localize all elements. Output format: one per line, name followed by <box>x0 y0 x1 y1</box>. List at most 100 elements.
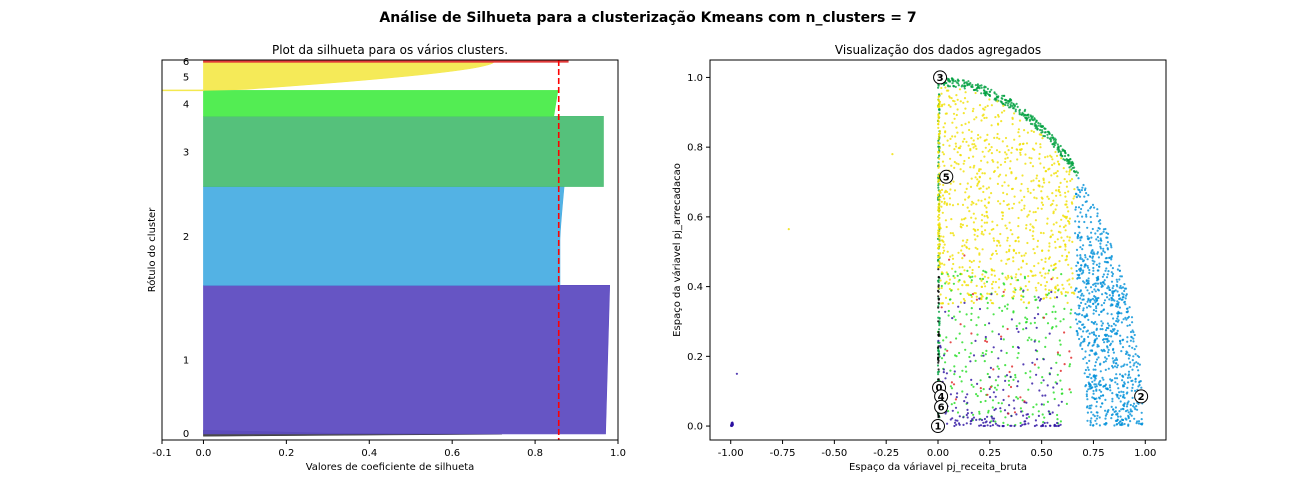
scatter-point-cluster-2 <box>1092 331 1095 334</box>
scatter-point-cluster-1 <box>730 422 733 425</box>
scatter-point-cluster-5 <box>942 251 945 255</box>
scatter-point-cluster-3 <box>1067 162 1070 165</box>
scatter-point-cluster-2 <box>1120 365 1123 368</box>
scatter-point-cluster-5 <box>972 107 975 110</box>
scatter-point-cluster-4 <box>1045 313 1048 316</box>
scatter-point-cluster-2 <box>1093 260 1096 263</box>
scatter-point-cluster-5 <box>1011 233 1014 236</box>
scatter-point-cluster-2 <box>1119 400 1122 403</box>
scatter-point-cluster-5 <box>984 198 987 201</box>
scatter-point-cluster-3 <box>1006 99 1009 102</box>
scatter-point-cluster-2 <box>1122 385 1125 388</box>
scatter-point-cluster-4 <box>1015 396 1018 399</box>
scatter-point-cluster-4 <box>1006 303 1009 306</box>
scatter-point-cluster-2 <box>1103 333 1106 337</box>
scatter-point-cluster-2 <box>1103 283 1106 286</box>
scatter-point-cluster-5 <box>1011 207 1014 210</box>
scatter-point-cluster-5 <box>937 218 940 221</box>
scatter-point-cluster-2 <box>1096 236 1099 239</box>
scatter-point-cluster-2 <box>1076 277 1079 280</box>
scatter-point-cluster-3 <box>1033 122 1036 125</box>
scatter-point-cluster-5 <box>949 157 952 160</box>
scatter-point-cluster-2 <box>1114 406 1117 409</box>
scatter-point-cluster-2 <box>1125 310 1128 314</box>
scatter-point-cluster-2 <box>1098 262 1101 265</box>
scatter-point-cluster-2 <box>1106 345 1109 348</box>
scatter-point-cluster-5 <box>1064 191 1067 194</box>
scatter-point-cluster-4 <box>958 332 961 335</box>
scatter-point-cluster-5 <box>975 147 978 150</box>
scatter-point-cluster-2 <box>1084 200 1087 203</box>
scatter-point-cluster-5 <box>1056 160 1060 163</box>
scatter-point-cluster-2 <box>1087 388 1090 391</box>
scatter-point-cluster-6 <box>949 341 952 344</box>
scatter-point-cluster-5 <box>1009 283 1012 286</box>
scatter-point-cluster-3 <box>1067 160 1070 164</box>
scatter-point-cluster-5 <box>966 292 969 295</box>
scatter-point-cluster-5 <box>983 204 987 207</box>
scatter-point-cluster-4 <box>961 390 964 393</box>
scatter-point-cluster-5 <box>951 204 955 207</box>
scatter-point-cluster-6 <box>1008 370 1011 374</box>
scatter-point-cluster-2 <box>1111 267 1114 270</box>
scatter-point-cluster-3 <box>951 82 954 85</box>
silhouette-cluster-label: 5 <box>183 72 189 83</box>
scatter-point-cluster-4 <box>1033 321 1036 324</box>
scatter-point-cluster-5 <box>988 232 991 235</box>
scatter-point-cluster-5 <box>1031 147 1034 150</box>
scatter-point-cluster-2 <box>1092 424 1095 427</box>
scatter-point-cluster-2 <box>1082 260 1085 263</box>
scatter-point-cluster-5 <box>993 269 996 272</box>
scatter-point-cluster-2 <box>1074 208 1077 211</box>
scatter-point-cluster-5 <box>956 108 959 111</box>
scatter-point-cluster-4 <box>1069 312 1072 315</box>
scatter-point-cluster-5 <box>1062 239 1065 242</box>
scatter-point-cluster-2 <box>1126 376 1129 379</box>
scatter-point-cluster-5 <box>990 283 994 286</box>
scatter-point-cluster-0 <box>937 320 940 323</box>
scatter-point-cluster-1 <box>1052 386 1055 389</box>
scatter-point-cluster-6 <box>963 254 966 257</box>
scatter-point-cluster-5 <box>954 135 957 138</box>
scatter-point-cluster-4 <box>998 306 1001 309</box>
scatter-point-cluster-5 <box>973 118 976 121</box>
scatter-point-cluster-2 <box>1127 357 1130 360</box>
scatter-point-cluster-1 <box>1002 424 1005 428</box>
scatter-point-cluster-1 <box>1025 413 1028 416</box>
scatter-point-cluster-2 <box>1099 363 1102 366</box>
scatter-point-cluster-1 <box>966 408 969 411</box>
scatter-point-cluster-2 <box>1104 422 1108 425</box>
scatter-point-cluster-4 <box>984 323 987 327</box>
scatter-point-cluster-3 <box>974 84 978 87</box>
scatter-point-cluster-5 <box>985 138 988 141</box>
scatter-point-cluster-5 <box>977 265 981 269</box>
scatter-point-cluster-4 <box>985 296 988 299</box>
scatter-point-cluster-2 <box>1074 289 1077 292</box>
scatter-point-cluster-5 <box>955 94 958 97</box>
scatter-point-cluster-5 <box>998 137 1001 140</box>
scatter-point-cluster-5 <box>988 98 991 101</box>
scatter-point-cluster-5 <box>951 302 955 305</box>
scatter-point-cluster-2 <box>1118 306 1121 309</box>
scatter-point-cluster-4 <box>1001 325 1005 328</box>
scatter-point-cluster-5 <box>998 241 1001 244</box>
scatter-point-cluster-6 <box>954 398 958 401</box>
scatter-point-cluster-1 <box>958 415 961 418</box>
scatter-point-cluster-5 <box>1004 136 1008 140</box>
scatter-point-cluster-5 <box>987 150 990 153</box>
scatter-point-cluster-2 <box>1138 381 1141 384</box>
scatter-point-cluster-5 <box>1066 206 1069 209</box>
scatter-point-cluster-5 <box>967 156 971 159</box>
scatter-point-cluster-2 <box>1115 393 1118 396</box>
scatter-point-cluster-5 <box>968 128 971 132</box>
scatter-point-cluster-5 <box>988 148 992 151</box>
scatter-point-cluster-2 <box>1126 386 1129 389</box>
scatter-point-cluster-5 <box>1071 277 1074 280</box>
scatter-point-cluster-1 <box>1019 424 1022 428</box>
scatter-point-cluster-2 <box>1100 253 1103 256</box>
scatter-point-cluster-2 <box>1078 195 1082 198</box>
scatter-point-cluster-5 <box>938 105 941 108</box>
scatter-point-cluster-5 <box>787 228 790 231</box>
scatter-point-cluster-1 <box>986 424 989 427</box>
scatter-point-cluster-5 <box>1062 226 1066 229</box>
